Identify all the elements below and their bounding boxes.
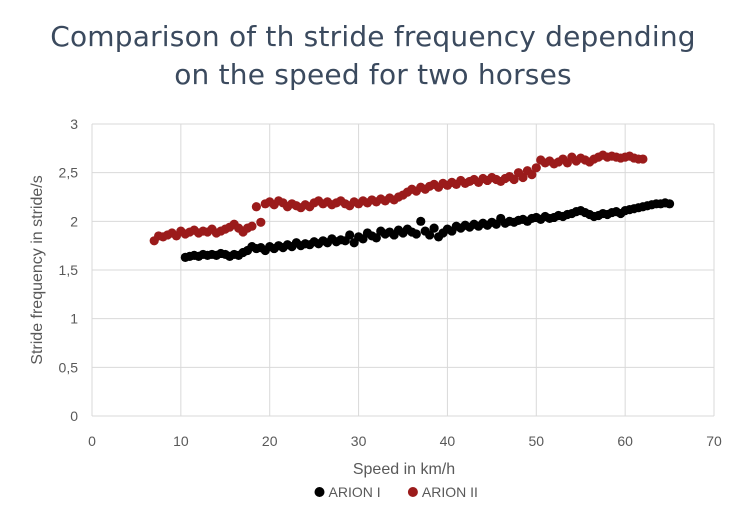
data-point [638, 154, 648, 164]
y-tick-label: 1 [70, 311, 78, 327]
y-axis-title: Stride frequency in stride/s [29, 175, 46, 364]
legend-marker [407, 487, 418, 497]
data-points [149, 150, 675, 262]
data-point [518, 172, 528, 183]
legend-marker [314, 487, 325, 497]
y-tick-label: 2,5 [59, 165, 79, 181]
data-point [531, 163, 541, 173]
series-arion-i [180, 198, 675, 262]
x-tick-label: 40 [440, 433, 456, 449]
x-tick-label: 70 [706, 433, 722, 449]
legend-label: ARION II [422, 484, 478, 500]
data-point [527, 170, 537, 180]
data-point [247, 221, 257, 231]
chart-title-line-2: on the speed for two horses [174, 58, 572, 91]
y-tick-label: 1,5 [59, 262, 79, 278]
legend-label: ARION I [329, 484, 381, 500]
data-point [371, 233, 381, 243]
x-tick-label: 10 [173, 433, 189, 449]
data-point [509, 174, 519, 185]
axes: 00,511,522,530 10 20 30 40 50 60 70 [59, 116, 722, 449]
x-tick-label: 0 [88, 433, 96, 449]
grid-lines [91, 123, 715, 417]
data-point [664, 199, 675, 209]
x-axis-title: Speed in km/h [353, 461, 455, 478]
x-tick-label: 60 [617, 433, 633, 449]
legend: ARION I ARION II [314, 484, 478, 500]
data-point [429, 223, 439, 233]
data-point [345, 230, 355, 240]
y-tick-label: 0,5 [59, 359, 79, 375]
x-tick-label: 50 [528, 433, 544, 449]
data-point [256, 217, 266, 227]
data-point [416, 216, 426, 226]
x-tick-label: 30 [351, 433, 367, 449]
data-point [425, 230, 435, 240]
data-point [251, 202, 261, 212]
data-point [411, 229, 421, 239]
x-tick-label: 20 [262, 433, 278, 449]
chart-title-line-1: Comparison of th stride frequency depend… [50, 20, 696, 53]
series-arion-ii [149, 150, 648, 246]
y-tick-label: 2 [70, 213, 78, 229]
y-tick-label: 0 [70, 408, 78, 424]
y-tick-label: 3 [70, 116, 78, 132]
